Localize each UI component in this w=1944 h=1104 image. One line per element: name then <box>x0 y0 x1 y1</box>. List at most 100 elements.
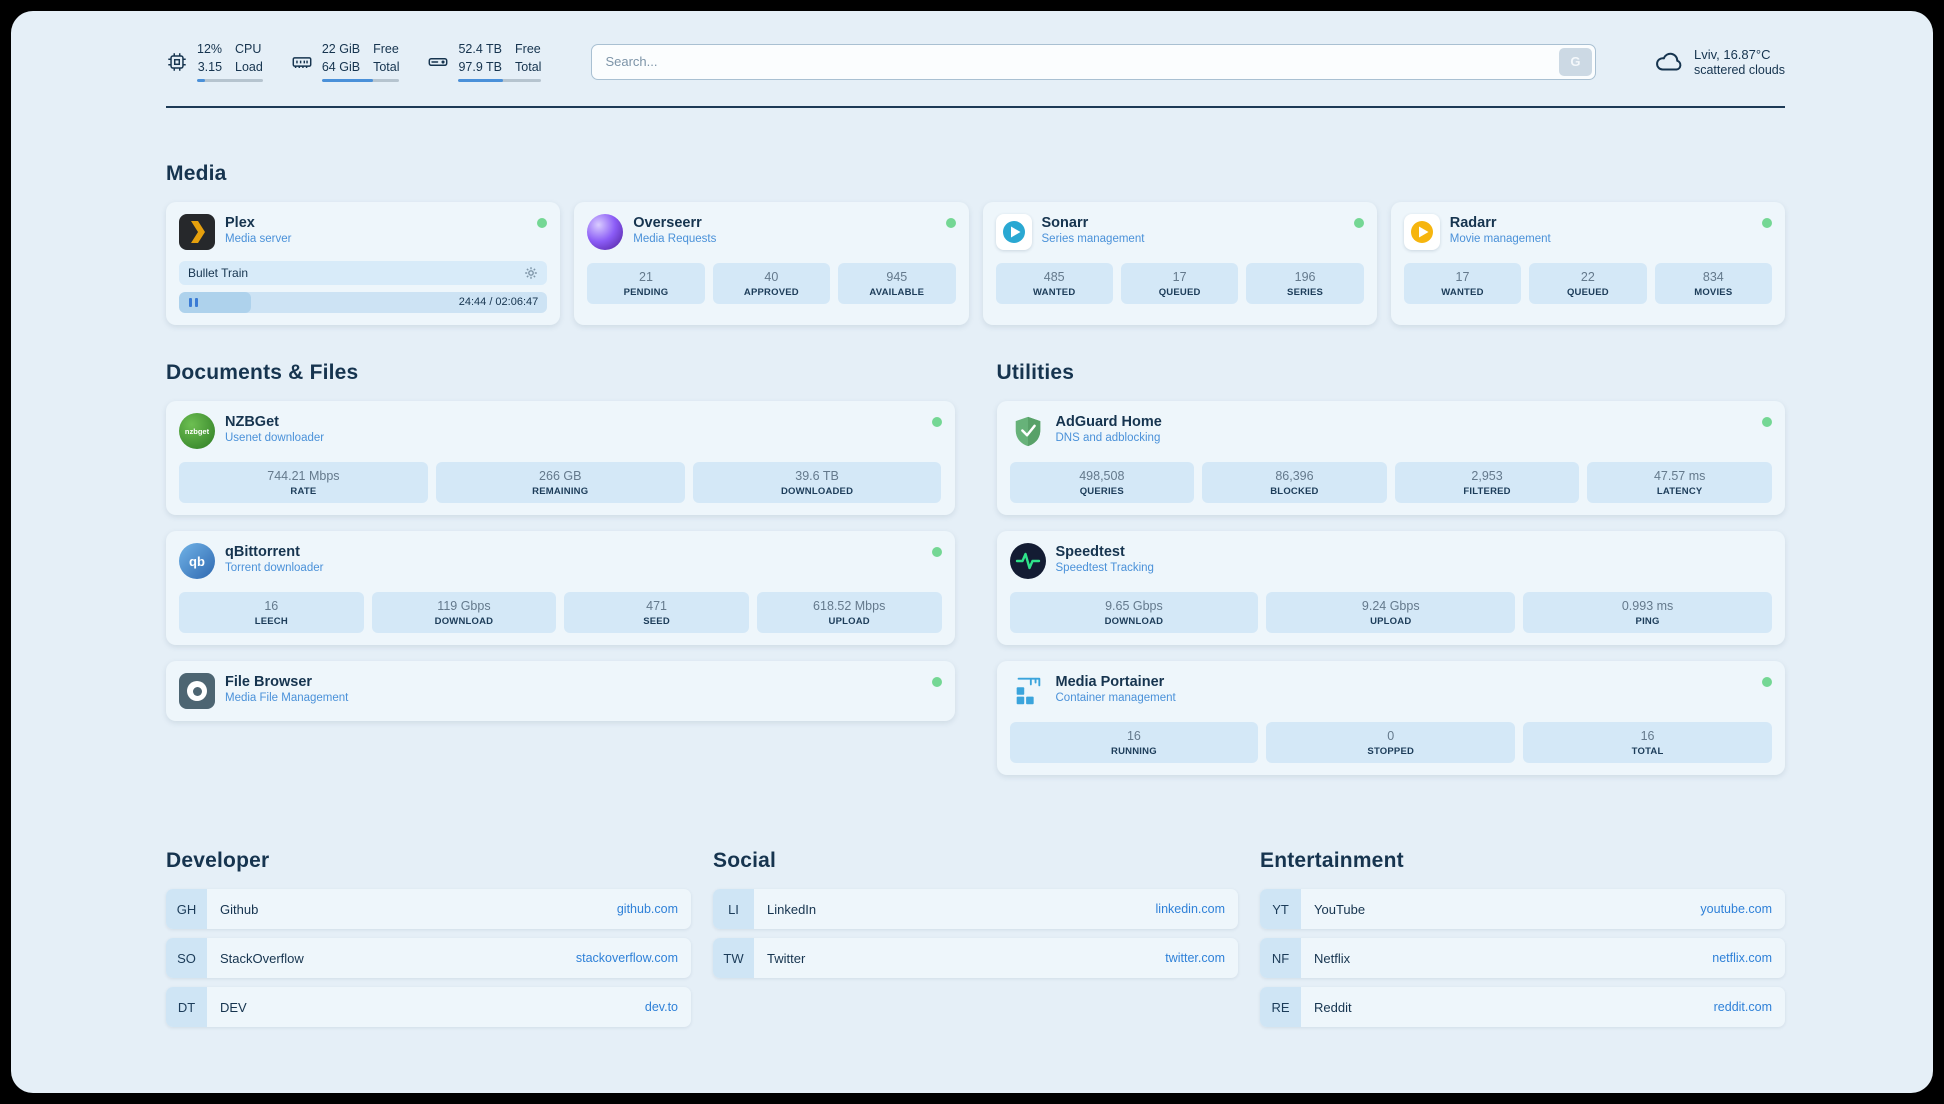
speedtest-icon <box>1009 543 1046 579</box>
section-title-media: Media <box>166 162 227 185</box>
bookmark-github[interactable]: GH Github github.com <box>166 889 691 929</box>
bookmark-stackoverflow[interactable]: SO StackOverflow stackoverflow.com <box>166 938 691 978</box>
nzbget-icon: nzbget <box>179 413 215 449</box>
bookmark-url: netflix.com <box>1712 951 1772 965</box>
service-subtitle: Media server <box>225 233 292 245</box>
bookmark-netflix[interactable]: NF Netflix netflix.com <box>1260 938 1785 978</box>
ram-total-label: Total <box>373 59 400 74</box>
bookmark-linkedin[interactable]: LI LinkedIn linkedin.com <box>713 889 1238 929</box>
section-title-utilities: Utilities <box>996 361 1075 384</box>
stat-stopped: 0 STOPPED <box>1266 722 1516 763</box>
stat-series: 196 SERIES <box>1246 263 1364 304</box>
bookmarks-social: Social LI LinkedIn linkedin.com TW Twitt… <box>713 849 1238 1036</box>
service-subtitle: Movie management <box>1449 233 1551 245</box>
bookmark-reddit[interactable]: RE Reddit reddit.com <box>1260 987 1785 1027</box>
bookmark-twitter[interactable]: TW Twitter twitter.com <box>713 938 1238 978</box>
stat-approved: 40 APPROVED <box>712 263 831 304</box>
disk-free: 52.4 TB <box>458 42 503 56</box>
bookmark-abbr: DT <box>166 987 207 1027</box>
disk-free-label: Free <box>515 42 541 56</box>
stat-ping: 0.993 ms PING <box>1523 592 1772 633</box>
utilities-column: Utilities AdGuard Home DNS and adblockin… <box>996 361 1785 775</box>
status-dot <box>1762 218 1772 228</box>
service-card-filebrowser[interactable]: File Browser Media File Management <box>166 661 955 721</box>
service-card-nzbget[interactable]: nzbget NZBGet Usenet downloader 744.21 M… <box>166 401 955 515</box>
service-name: Speedtest <box>1055 544 1125 560</box>
bookmark-url: reddit.com <box>1713 1000 1772 1014</box>
search-provider-button[interactable]: G <box>1558 47 1592 76</box>
now-playing-row: Bullet Train <box>179 261 548 285</box>
service-name: Overseerr <box>633 215 702 231</box>
plex-icon <box>179 214 215 250</box>
stat-download: 119 Gbps DOWNLOAD <box>371 592 557 633</box>
bookmark-abbr: SO <box>166 938 207 978</box>
stat-downloaded: 39.6 TB DOWNLOADED <box>692 462 942 503</box>
system-widgets: 12% CPU 3.15 Load 22 <box>166 41 542 82</box>
bookmark-dev[interactable]: DT DEV dev.to <box>166 987 691 1027</box>
header-divider <box>166 106 1785 108</box>
overseerr-icon <box>587 214 624 250</box>
bookmark-abbr: YT <box>1260 889 1301 929</box>
bookmarks-entertainment: Entertainment YT YouTube youtube.com NF … <box>1260 849 1785 1036</box>
disk-widget: 52.4 TB Free 97.9 TB Total <box>427 41 542 82</box>
service-card-speedtest[interactable]: Speedtest Speedtest Tracking 9.65 Gbps DO… <box>996 531 1785 645</box>
service-card-radarr[interactable]: Radarr Movie management 17 WANTED 22 QUEUE… <box>1390 202 1785 325</box>
stat-queries: 498,508 QUERIES <box>1009 462 1195 503</box>
service-card-qbittorrent[interactable]: qb qBittorrent Torrent downloader 16 LEEC… <box>166 531 955 645</box>
sonarr-icon <box>995 214 1032 250</box>
bookmark-url: linkedin.com <box>1155 902 1225 916</box>
service-card-overseerr[interactable]: Overseerr Media Requests 21 PENDING 40 APP… <box>574 202 969 325</box>
service-subtitle: DNS and adblocking <box>1055 432 1161 444</box>
bookmark-name: DEV <box>220 999 247 1015</box>
top-bar: 12% CPU 3.15 Load 22 <box>166 41 1785 82</box>
portainer-icon <box>1010 673 1046 709</box>
status-dot <box>945 218 956 228</box>
service-name: File Browser <box>225 674 313 690</box>
disk-progress-bar <box>458 79 542 82</box>
cpu-progress-bar <box>197 79 263 82</box>
status-dot <box>931 677 942 687</box>
section-title-documents: Documents & Files <box>166 361 359 384</box>
status-dot <box>1353 218 1364 228</box>
search-input[interactable] <box>591 43 1596 80</box>
service-card-adguard[interactable]: AdGuard Home DNS and adblocking 498,508 Q… <box>996 401 1785 515</box>
ram-widget: 22 GiB Free 64 GiB Total <box>291 41 400 82</box>
stat-remaining: 266 GB REMAINING <box>435 462 685 503</box>
bookmark-youtube[interactable]: YT YouTube youtube.com <box>1260 889 1785 929</box>
status-dot <box>537 218 548 228</box>
bookmark-name: Github <box>220 901 259 917</box>
section-title-developer: Developer <box>166 849 270 872</box>
status-dot <box>1762 417 1772 427</box>
service-subtitle: Container management <box>1055 692 1176 704</box>
stat-seed: 471 SEED <box>564 592 749 633</box>
bookmark-abbr: NF <box>1260 938 1301 978</box>
ram-total: 64 GiB <box>321 59 361 74</box>
cpu-percent: 12% <box>197 42 223 56</box>
service-card-portainer[interactable]: Media Portainer Container management 16 R… <box>996 661 1785 775</box>
ram-icon <box>291 51 313 73</box>
cpu-icon <box>166 51 188 73</box>
ram-free: 22 GiB <box>321 42 361 56</box>
playback-progress-bar[interactable]: 24:44 / 02:06:47 <box>179 292 548 313</box>
search-bar: G <box>591 43 1596 80</box>
service-card-sonarr[interactable]: Sonarr Series management 485 WANTED 17 QUE… <box>982 202 1377 325</box>
service-name: Plex <box>225 215 255 231</box>
service-name: NZBGet <box>225 414 279 430</box>
bookmark-url: stackoverflow.com <box>575 951 678 965</box>
stat-pending: 21 PENDING <box>587 263 705 304</box>
bookmark-name: LinkedIn <box>767 901 817 917</box>
pause-icon[interactable] <box>189 298 201 307</box>
stat-queued: 17 QUEUED <box>1120 263 1239 304</box>
stat-rate: 744.21 Mbps RATE <box>179 462 428 503</box>
service-card-plex[interactable]: Plex Media server Bullet Train 24 <box>166 202 561 325</box>
stat-running: 16 RUNNING <box>1009 722 1259 763</box>
bookmarks-developer: Developer GH Github github.com SO StackO… <box>166 849 691 1036</box>
adguard-icon <box>1010 413 1046 449</box>
media-grid: Plex Media server Bullet Train 24 <box>166 202 1785 325</box>
service-name: qBittorrent <box>225 544 300 560</box>
stat-blocked: 86,396 BLOCKED <box>1202 462 1387 503</box>
gear-icon[interactable] <box>524 266 538 280</box>
section-title-social: Social <box>713 849 777 872</box>
stat-leech: 16 LEECH <box>179 592 364 633</box>
bookmark-url: youtube.com <box>1700 902 1772 916</box>
